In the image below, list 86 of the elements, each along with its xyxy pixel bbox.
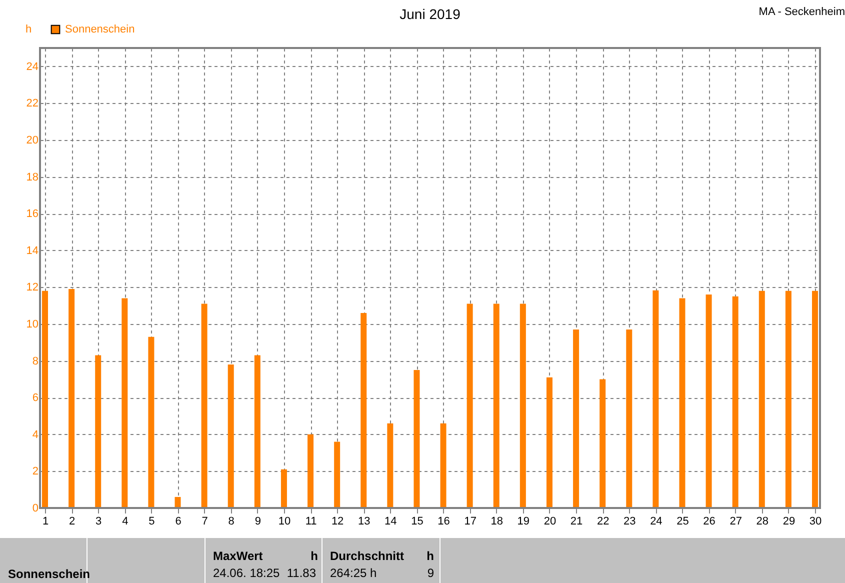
- text: 9: [427, 566, 434, 580]
- y-tick-label: 10: [26, 318, 38, 330]
- y-tick-label: 14: [26, 244, 38, 257]
- x-tick-label: 3: [96, 516, 102, 528]
- text: 24.06. 18:25: [213, 566, 280, 580]
- y-tick-label: 4: [32, 428, 38, 441]
- bar: [201, 304, 208, 508]
- x-tick-label: 19: [517, 516, 530, 528]
- x-tick-label: 5: [148, 516, 155, 528]
- x-tick-label: 26: [703, 516, 716, 528]
- x-tick-label: 15: [411, 516, 424, 528]
- x-tick-label: 9: [254, 516, 261, 528]
- bar: [520, 304, 526, 508]
- bar: [546, 377, 552, 508]
- bar: [360, 312, 367, 508]
- text: Durchschnitt: [330, 549, 404, 563]
- bar: [280, 469, 287, 508]
- bar: [148, 336, 154, 508]
- x-tick-label: 14: [384, 516, 397, 528]
- x-tick-label: 28: [756, 516, 769, 528]
- x-tick-label: 20: [544, 516, 556, 528]
- y-tick-label: 8: [32, 355, 38, 368]
- bar: [758, 290, 765, 508]
- x-tick-label: 21: [570, 516, 583, 528]
- x-tick-label: 25: [676, 516, 689, 528]
- x-tick-label: 18: [490, 516, 504, 528]
- bar: [440, 423, 446, 508]
- x-tick-label: 8: [228, 516, 234, 528]
- x-tick-label: 13: [358, 516, 370, 528]
- y-tick-label: 22: [26, 98, 38, 110]
- bar: [626, 330, 632, 508]
- bar: [95, 355, 102, 508]
- x-tick-label: 4: [122, 516, 128, 528]
- bar: [122, 298, 128, 508]
- y-axis-title: h: [25, 24, 32, 36]
- y-tick-label: 6: [32, 392, 38, 404]
- x-tick-label: 10: [278, 516, 291, 528]
- x-tick-label: 27: [730, 516, 742, 528]
- bar: [466, 304, 473, 508]
- x-tick-label: 2: [68, 516, 76, 528]
- text: h: [426, 549, 434, 563]
- x-tick-label: 24: [650, 516, 662, 528]
- bar: [334, 442, 340, 508]
- bar: [812, 290, 818, 508]
- x-tick-label: 17: [464, 516, 476, 528]
- x-tick-label: 23: [624, 516, 636, 528]
- bar: [785, 290, 792, 508]
- bar: [600, 379, 606, 508]
- y-tick-label: 24: [26, 60, 38, 73]
- x-tick-label: 30: [809, 516, 822, 528]
- x-tick-label: 11: [305, 516, 317, 528]
- x-tick-label: 12: [331, 516, 344, 528]
- bar: [679, 298, 686, 508]
- legend-label: Sonnenschein: [65, 24, 135, 36]
- bar: [42, 290, 48, 508]
- bar: [174, 496, 181, 508]
- y-tick-label: 20: [26, 134, 38, 146]
- x-tick-label: 1: [42, 516, 49, 528]
- bar: [706, 294, 712, 508]
- y-tick-label: 12: [26, 282, 38, 294]
- text: MaxWert: [213, 549, 263, 563]
- text: 11.83: [286, 566, 316, 580]
- bar: [652, 290, 659, 508]
- bar: [573, 330, 580, 508]
- bar: [493, 304, 500, 508]
- y-tick-label: 0: [32, 502, 38, 514]
- text: Sonnenschein: [8, 567, 90, 581]
- y-tick-label: 16: [26, 208, 38, 220]
- bar: [228, 364, 234, 508]
- x-tick-label: 22: [596, 516, 610, 528]
- y-tick-label: 2: [32, 466, 38, 478]
- x-tick-label: 6: [175, 516, 182, 528]
- x-tick-label: 29: [782, 516, 796, 528]
- bar: [254, 355, 260, 508]
- bar: [414, 370, 420, 508]
- text: h: [310, 549, 318, 563]
- chart-title: Juni 2019: [400, 6, 461, 22]
- bar: [387, 423, 394, 508]
- y-tick-label: 18: [26, 171, 38, 184]
- text: 264:25 h: [330, 566, 377, 580]
- x-tick-label: 7: [202, 516, 208, 528]
- bar: [732, 296, 738, 508]
- x-tick-label: 16: [438, 516, 450, 528]
- text: MA - Seckenheim: [758, 6, 845, 18]
- bar: [308, 434, 314, 508]
- bar: [68, 289, 75, 508]
